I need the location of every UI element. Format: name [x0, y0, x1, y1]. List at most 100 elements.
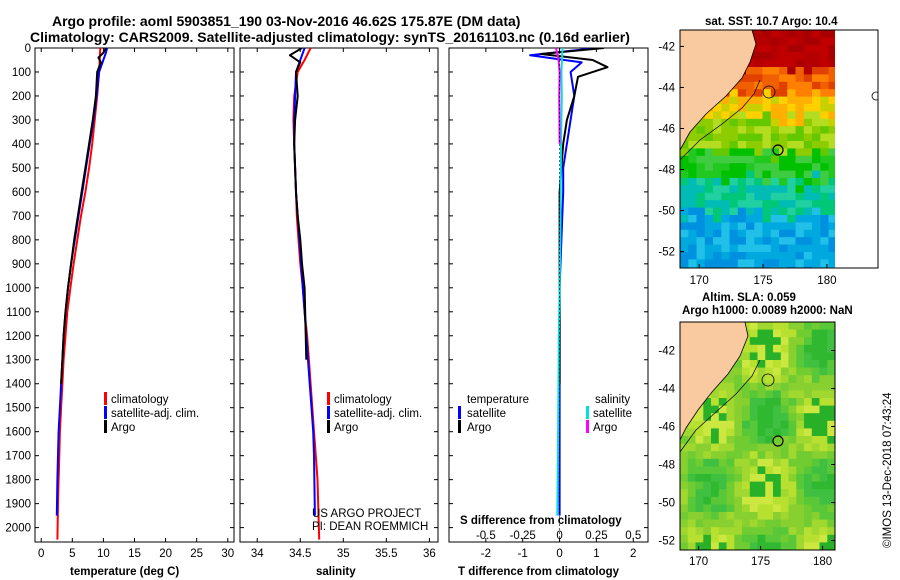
- sst-cell: [737, 200, 747, 209]
- difference-salinity-legend: salinity satellite Argo: [586, 394, 632, 434]
- sst-cell: [713, 178, 722, 186]
- sla-cell: [819, 519, 828, 528]
- sst-cell: [729, 163, 739, 172]
- sst-cell: [779, 126, 788, 135]
- legend-label-satellite: satellite-adj. clim.: [111, 408, 199, 420]
- sla-cell: [788, 451, 797, 460]
- sst-cell: [770, 30, 780, 38]
- sst-cell: [696, 163, 706, 172]
- sst-cell: [770, 237, 780, 246]
- sst-cell: [779, 81, 788, 90]
- sla-cell: [757, 337, 766, 346]
- sla-cell: [734, 458, 743, 467]
- sst-cell: [737, 170, 747, 179]
- sla-cell: [680, 534, 689, 543]
- sla-cell: [796, 481, 805, 490]
- sst-cell: [688, 133, 698, 142]
- sla-cell: [827, 413, 835, 422]
- sla-cell: [687, 489, 696, 498]
- sst-cell: [770, 141, 780, 149]
- sla-cell: [796, 337, 805, 346]
- sst-cell: [680, 178, 689, 186]
- sla-cell: [734, 542, 743, 550]
- sst-cell: [729, 185, 739, 194]
- series-line-argo: [288, 48, 308, 360]
- sla-cell: [742, 504, 751, 513]
- sst-cell: [680, 222, 689, 231]
- sla-cell: [726, 390, 735, 399]
- sla-cell: [796, 542, 805, 550]
- sla-cell: [742, 367, 751, 376]
- sla-cell: [796, 420, 805, 429]
- sla-cell: [695, 413, 704, 422]
- sst-cell: [713, 252, 722, 260]
- sla-cell: [703, 428, 712, 437]
- sla-cell: [796, 344, 805, 353]
- sst-cell: [704, 207, 714, 216]
- sst-cell: [803, 163, 813, 172]
- sla-cell: [711, 496, 720, 505]
- sst-cell: [746, 207, 755, 216]
- sst-cell: [754, 96, 764, 105]
- sst-cell: [721, 104, 731, 112]
- sla-cell: [757, 398, 766, 407]
- sst-cell: [688, 141, 698, 149]
- sst-cell: [754, 244, 764, 253]
- sla-cell: [788, 352, 797, 361]
- sla-cell: [773, 398, 782, 407]
- sla-cell: [680, 527, 689, 536]
- sst-cell: [746, 133, 755, 142]
- sst-cell: [803, 178, 813, 186]
- sst-cell: [820, 192, 830, 201]
- sst-cell: [762, 200, 772, 209]
- sla-cell: [726, 519, 735, 528]
- sla-cell: [742, 474, 751, 483]
- sla-lat-label: -52: [658, 536, 675, 548]
- sla-cell: [765, 375, 774, 384]
- temperature-panel: [34, 47, 235, 543]
- sst-cell: [680, 266, 689, 268]
- salinity-x-label: salinity: [316, 566, 356, 578]
- sst-cell: [770, 244, 780, 253]
- sla-cell: [788, 344, 797, 353]
- sst-cell: [680, 192, 689, 201]
- sst-cell: [754, 222, 764, 231]
- sst-cell: [680, 170, 689, 179]
- sst-lon-label: 180: [817, 275, 836, 287]
- sla-cell: [718, 527, 727, 536]
- sst-cell: [820, 81, 830, 90]
- sla-cell: [726, 413, 735, 422]
- sla-cell: [819, 367, 828, 376]
- sst-cell: [680, 237, 689, 246]
- sst-cell: [828, 259, 838, 268]
- sst-cell: [762, 178, 772, 186]
- imos-stamp: ©IMOS 13-Dec-2018 07:43:24: [882, 392, 894, 548]
- sst-cell: [770, 148, 780, 157]
- sst-cell: [779, 215, 788, 223]
- sst-cell: [770, 200, 780, 209]
- sla-cell: [827, 527, 835, 536]
- sla-cell: [765, 398, 774, 407]
- sla-cell: [819, 405, 828, 414]
- sla-cell: [711, 466, 720, 475]
- sla-cell: [749, 519, 758, 528]
- sst-cell: [704, 178, 714, 186]
- sla-cell: [804, 504, 813, 513]
- sla-cell: [819, 413, 828, 422]
- sla-cell: [819, 322, 828, 331]
- sla-cell: [788, 474, 797, 483]
- temperature-legend: climatology satellite-adj. clim. Argo: [104, 392, 199, 434]
- sst-cell: [770, 252, 780, 260]
- sst-cell: [779, 252, 788, 260]
- sst-cell: [746, 252, 755, 260]
- sla-cell: [765, 390, 774, 399]
- sla-cell: [749, 534, 758, 543]
- sst-cell: [820, 44, 830, 53]
- sst-cell: [787, 185, 797, 194]
- sst-cell: [812, 155, 821, 164]
- sst-cell: [828, 207, 838, 216]
- sst-cell: [713, 163, 722, 172]
- sst-cell: [812, 222, 821, 231]
- sst-cell: [713, 170, 722, 179]
- sst-cell: [803, 141, 813, 149]
